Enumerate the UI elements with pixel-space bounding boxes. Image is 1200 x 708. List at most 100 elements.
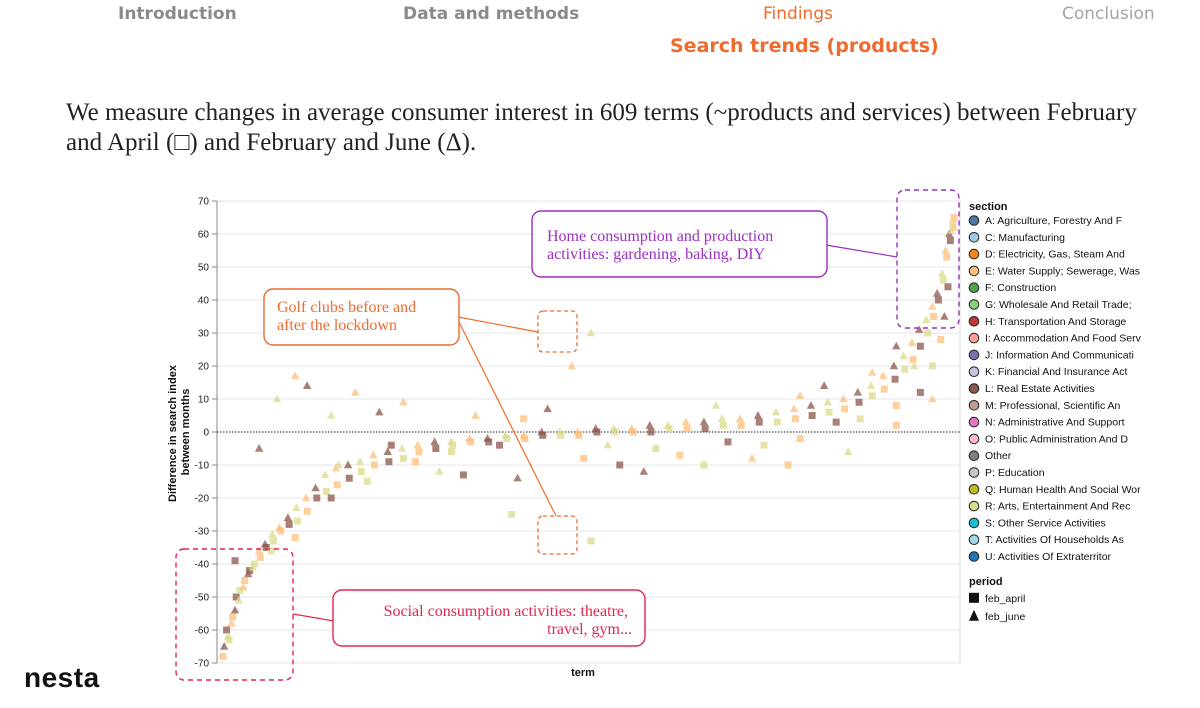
point-feb-april (415, 448, 423, 456)
point-feb-april (724, 438, 732, 446)
point-feb-june (567, 361, 576, 370)
point-feb-april (937, 336, 945, 344)
point-feb-april (916, 388, 924, 396)
point-feb-june (932, 288, 942, 297)
point-feb-june (795, 391, 805, 399)
point-feb-april (432, 445, 440, 452)
nav-findings[interactable]: Findings (763, 4, 833, 24)
legend-swatch (968, 232, 980, 243)
point-feb-june (334, 460, 343, 469)
y-tick-label: -20 (195, 494, 210, 505)
point-feb-april (241, 577, 249, 584)
point-feb-june (949, 222, 959, 231)
golf-connector-bottom (457, 319, 557, 517)
point-feb-june (430, 437, 439, 446)
point-feb-april (909, 355, 917, 363)
y-tick-label: 20 (198, 362, 210, 373)
point-feb-june (823, 397, 832, 406)
point-feb-june (892, 341, 901, 350)
legend-square-icon (969, 592, 979, 603)
social-annotation: Social consumption activities: theatre, … (384, 603, 632, 638)
point-feb-june (711, 401, 721, 409)
nav-conclusion[interactable]: Conclusion (1062, 4, 1155, 24)
point-feb-april (256, 553, 264, 561)
point-feb-june (501, 430, 510, 439)
point-feb-april (262, 544, 270, 551)
legend-swatch (968, 248, 980, 260)
point-feb-june (272, 394, 282, 403)
y-tick-label: -70 (195, 659, 210, 670)
y-axis-title-line-1: Difference in search index (167, 364, 179, 502)
legend-section-label: L: Real Estate Activities (985, 383, 1095, 395)
golf-annotation-line-2: after the lockdown (277, 317, 397, 334)
point-feb-april (327, 494, 335, 502)
point-feb-june (369, 450, 378, 459)
y-tick-label: 50 (198, 263, 210, 274)
point-feb-april (322, 487, 330, 495)
point-feb-june (941, 246, 950, 254)
legend-section-label: U: Activities Of Extraterritor (985, 551, 1112, 563)
point-feb-april (784, 461, 792, 469)
point-feb-april (901, 365, 909, 373)
point-feb-june (465, 434, 474, 442)
point-feb-april (916, 342, 924, 350)
point-feb-june (471, 411, 480, 419)
point-feb-april (219, 652, 227, 660)
point-feb-april (934, 296, 942, 304)
nav-data-and-methods[interactable]: Data and methods (403, 4, 580, 24)
point-feb-april (294, 517, 302, 525)
legend-section-label: A: Agriculture, Forestry And F (985, 215, 1122, 227)
point-feb-june (699, 417, 709, 426)
point-feb-april (447, 448, 455, 456)
chart-legend: section A: Agriculture, Forestry And F C: … (968, 201, 1142, 623)
point-feb-april (950, 214, 958, 221)
point-feb-june (591, 424, 600, 432)
point-feb-april (719, 421, 727, 429)
point-feb-june (227, 618, 236, 627)
legend-section-label: E: Water Supply; Sewerage, Was (985, 265, 1140, 277)
social-connector (292, 613, 335, 622)
legend-section-label: I: Accommodation And Food Serv (985, 333, 1142, 345)
legend-section-label: G: Wholesale And Retail Trade; (985, 299, 1132, 311)
golf-highlight-box-bottom (537, 515, 578, 555)
point-feb-june (223, 632, 233, 640)
point-feb-june (789, 404, 799, 413)
point-feb-june (320, 470, 330, 479)
legend-swatch (968, 316, 980, 327)
point-feb-june (586, 328, 596, 337)
point-feb-june (907, 338, 917, 347)
point-feb-april (939, 276, 947, 284)
point-feb-june (435, 467, 444, 475)
point-feb-april (231, 557, 239, 565)
point-feb-april (496, 441, 504, 449)
point-feb-april (808, 412, 816, 419)
point-feb-june (537, 427, 546, 436)
legend-swatch (968, 534, 980, 546)
y-tick-label: 30 (198, 329, 210, 340)
point-feb-june (413, 440, 422, 449)
point-feb-june (555, 427, 564, 436)
legend-section-title: section (969, 201, 1008, 213)
point-feb-april (791, 415, 799, 423)
nav-introduction[interactable]: Introduction (118, 4, 237, 24)
point-feb-june (868, 368, 877, 376)
point-feb-june (806, 401, 816, 409)
point-feb-june (268, 529, 277, 538)
point-feb-june (239, 582, 248, 591)
home-annotation: Home consumption and production activiti… (547, 228, 777, 263)
legend-triangle-icon (969, 609, 979, 621)
y-tick-label: -30 (195, 527, 210, 538)
point-feb-june (735, 414, 745, 422)
point-feb-april (575, 431, 583, 439)
point-feb-june (343, 460, 353, 469)
home-annotation-line-2: activities: gardening, baking, DIY (547, 246, 766, 263)
point-feb-june (290, 371, 300, 380)
home-annotation-line-1: Home consumption and production (547, 228, 773, 245)
point-feb-april (825, 408, 833, 416)
point-feb-june (937, 269, 947, 277)
legend-section-label: R: Arts, Entertainment And Rec (985, 501, 1130, 513)
point-feb-june (914, 325, 924, 333)
point-feb-april (250, 560, 258, 568)
point-feb-april (587, 537, 595, 545)
